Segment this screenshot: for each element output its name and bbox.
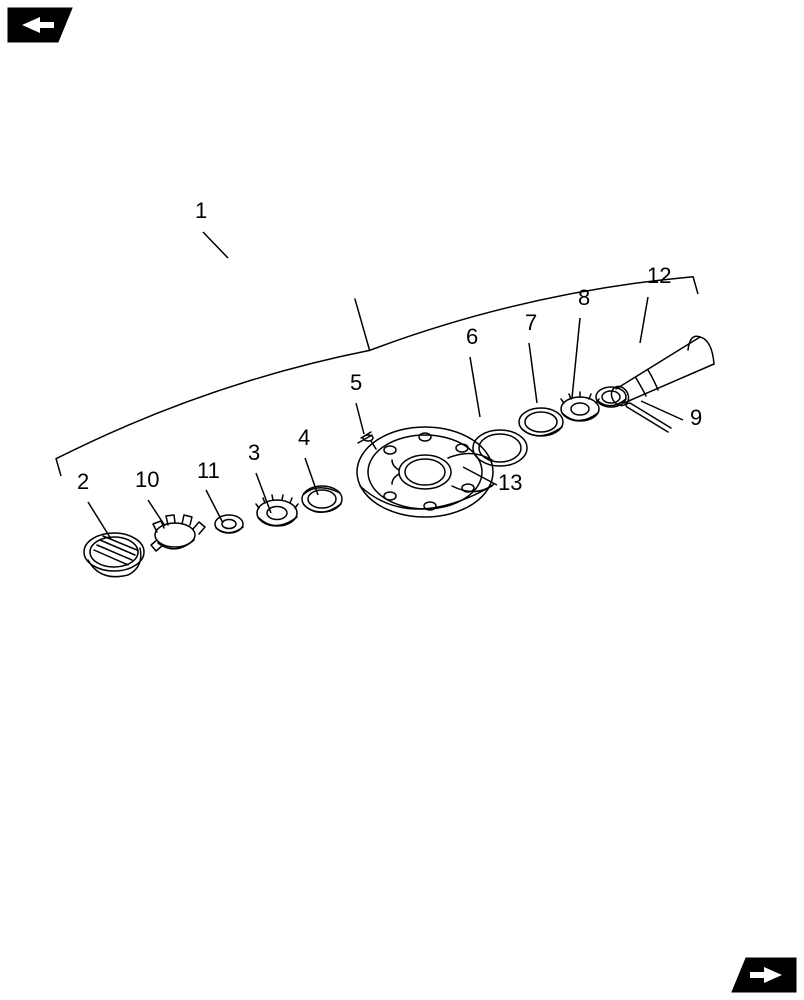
callout-labels: 12345678910111213: [77, 198, 702, 495]
part-spindle: [608, 336, 714, 408]
callout-10: 10: [135, 467, 159, 492]
callout-7: 7: [525, 310, 537, 335]
exploded-view: [84, 336, 714, 576]
leader-line: [640, 297, 648, 343]
part-castle-nut: [151, 515, 205, 551]
callout-5: 5: [350, 370, 362, 395]
leader-line: [529, 343, 537, 403]
assembly-bracket: [56, 277, 698, 476]
part-grease-fitting: [358, 432, 376, 449]
part-washer: [215, 515, 243, 533]
page-prev-icon[interactable]: [8, 8, 72, 42]
part-outer-bearing: [256, 495, 298, 526]
callout-11: 11: [197, 458, 220, 483]
part-inner-cup: [519, 408, 563, 436]
callout-9: 9: [690, 405, 702, 430]
part-dust-cap: [84, 533, 144, 577]
leader-line: [356, 403, 364, 434]
page-next-icon[interactable]: [732, 958, 796, 992]
part-seal: [596, 387, 626, 407]
callout-13: 13: [498, 470, 522, 495]
callout-1: 1: [195, 198, 207, 223]
callout-8: 8: [578, 285, 590, 310]
exploded-parts-diagram: 12345678910111213: [0, 0, 804, 1000]
bracket-path: [56, 277, 698, 476]
leader-line: [203, 232, 228, 258]
callout-3: 3: [248, 440, 260, 465]
callout-4: 4: [298, 425, 310, 450]
callout-12: 12: [647, 263, 671, 288]
part-inner-bearing: [561, 392, 599, 421]
part-outer-cup: [302, 486, 342, 512]
leader-line: [572, 318, 580, 398]
callout-2: 2: [77, 469, 89, 494]
leader-line: [641, 401, 683, 420]
leader-line: [88, 502, 111, 539]
callout-6: 6: [466, 324, 478, 349]
leader-line: [206, 490, 223, 523]
part-cotter-pin: [626, 403, 671, 432]
leader-line: [470, 357, 480, 417]
